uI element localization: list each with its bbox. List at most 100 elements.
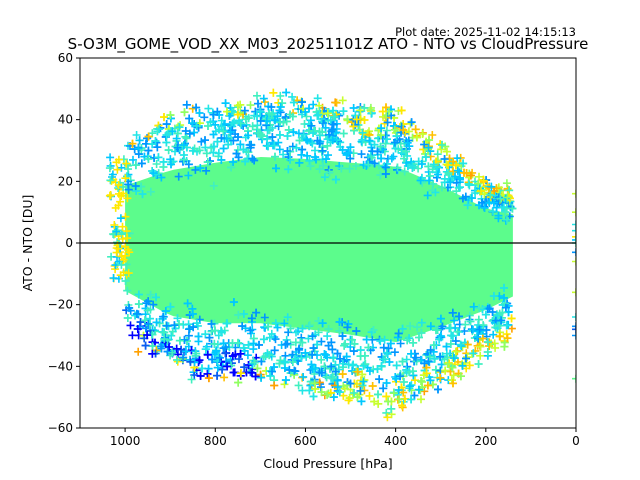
data-point <box>288 142 297 151</box>
data-point <box>456 372 465 381</box>
data-point <box>141 324 150 333</box>
data-point <box>106 153 115 162</box>
data-point <box>252 308 261 317</box>
data-point <box>366 152 375 160</box>
data-point <box>325 168 334 177</box>
data-point <box>474 179 483 188</box>
data-point <box>248 122 257 131</box>
data-point <box>382 135 391 144</box>
data-point <box>113 226 122 235</box>
data-point <box>275 130 284 139</box>
data-point <box>213 371 222 380</box>
data-point <box>182 100 191 109</box>
data-point <box>384 344 393 353</box>
data-point-zero-pressure <box>572 331 576 340</box>
data-point <box>429 341 438 350</box>
data-point <box>458 361 467 370</box>
data-point <box>168 348 177 357</box>
data-point <box>406 119 415 128</box>
data-point <box>206 118 215 127</box>
data-point <box>357 150 366 159</box>
x-tick-label: 1000 <box>110 434 141 448</box>
data-point <box>382 379 391 387</box>
data-point <box>450 316 459 325</box>
data-point <box>175 336 184 345</box>
data-point <box>358 370 367 379</box>
data-point <box>474 360 483 368</box>
data-point <box>225 111 234 120</box>
data-point <box>368 382 377 390</box>
data-point <box>159 312 168 321</box>
data-point <box>157 173 166 182</box>
data-point <box>414 385 423 394</box>
data-point <box>129 155 137 164</box>
data-point <box>426 322 435 331</box>
data-point <box>204 104 213 113</box>
data-point <box>264 322 273 331</box>
data-point <box>503 215 511 224</box>
data-point <box>425 176 434 185</box>
data-point <box>283 313 292 322</box>
data-point <box>227 163 236 172</box>
data-point <box>436 352 445 361</box>
data-point <box>500 338 509 347</box>
data-point-zero-pressure <box>572 257 576 266</box>
data-point <box>329 120 338 129</box>
data-point <box>331 367 340 376</box>
data-point <box>227 361 236 370</box>
data-point <box>501 208 510 217</box>
data-point <box>137 159 146 168</box>
data-point <box>463 353 471 362</box>
data-point <box>389 389 398 398</box>
data-point <box>239 145 248 154</box>
data-point <box>480 203 489 212</box>
data-point <box>227 122 236 131</box>
data-point <box>317 337 326 346</box>
data-point <box>501 216 510 225</box>
data-point <box>286 324 295 333</box>
data-point <box>448 363 457 372</box>
data-point <box>346 343 355 351</box>
data-point <box>166 111 175 120</box>
data-point <box>244 114 253 123</box>
dense-point-core <box>125 157 513 343</box>
data-point <box>398 357 407 366</box>
data-point <box>328 136 337 145</box>
data-point <box>476 351 485 360</box>
data-point <box>309 100 318 109</box>
data-point <box>229 108 238 117</box>
data-point <box>440 155 449 163</box>
data-point <box>453 327 462 336</box>
data-point <box>456 173 464 182</box>
data-point <box>365 391 374 400</box>
data-point <box>286 155 295 164</box>
data-point <box>359 361 368 370</box>
data-point <box>201 345 210 354</box>
data-point <box>393 333 402 342</box>
data-point <box>123 286 132 295</box>
data-point <box>236 140 245 149</box>
data-point-zero-pressure <box>572 374 576 383</box>
data-point <box>177 345 186 354</box>
data-point <box>306 137 315 146</box>
data-point <box>393 163 402 172</box>
data-point <box>469 349 478 358</box>
data-point <box>298 98 306 107</box>
data-point <box>299 130 308 139</box>
data-point <box>301 107 310 116</box>
data-point <box>475 172 483 181</box>
data-point <box>172 134 181 143</box>
data-point <box>113 165 122 174</box>
data-point <box>149 169 158 178</box>
data-point <box>302 112 311 121</box>
data-point <box>398 401 406 410</box>
data-point <box>375 161 383 170</box>
data-point <box>196 164 205 173</box>
data-point <box>250 358 259 367</box>
data-point <box>465 181 474 190</box>
data-point <box>259 353 268 362</box>
x-axis: 1000 800 600 400 200 0 <box>110 428 580 448</box>
data-point <box>402 355 411 364</box>
data-point <box>403 336 412 345</box>
data-point <box>338 359 347 368</box>
